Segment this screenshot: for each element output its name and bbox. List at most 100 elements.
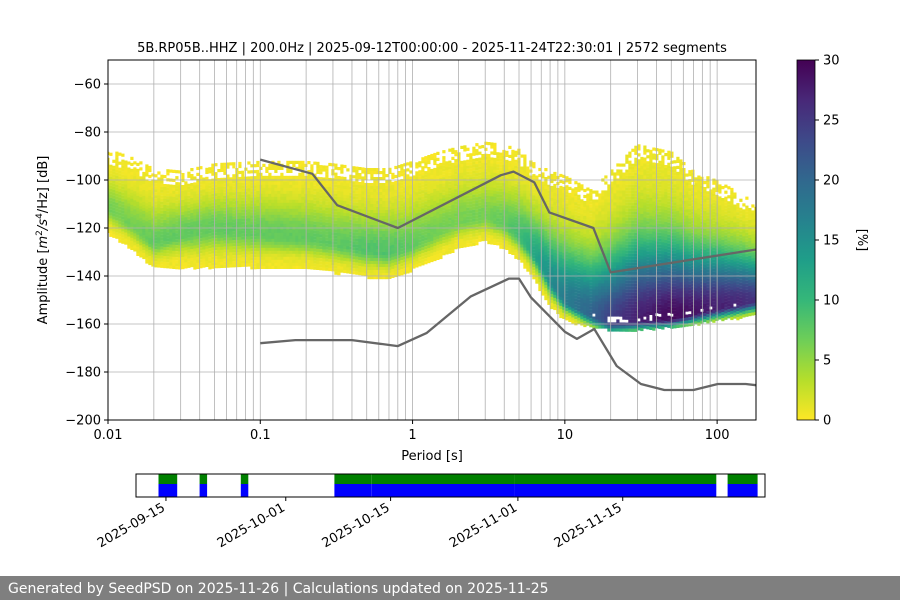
density-cell	[190, 198, 194, 202]
density-cell	[448, 196, 452, 200]
density-cell	[370, 183, 374, 187]
density-cell	[238, 260, 242, 265]
density-cell	[391, 244, 395, 248]
density-cell	[319, 216, 323, 220]
density-cell	[358, 257, 362, 261]
density-cell	[421, 244, 425, 248]
density-cell	[400, 215, 404, 219]
density-cell	[307, 194, 311, 198]
density-cell	[544, 177, 548, 181]
density-cell	[109, 182, 113, 186]
density-cell	[499, 221, 503, 225]
density-cell	[382, 270, 386, 274]
density-cell	[340, 227, 344, 231]
density-cell	[310, 239, 314, 243]
density-cell	[292, 253, 296, 257]
density-cell	[430, 231, 434, 236]
density-cell	[259, 262, 263, 266]
density-cell	[424, 198, 428, 202]
density-cell	[271, 193, 275, 197]
density-cell	[427, 194, 431, 198]
density-cell	[196, 238, 200, 242]
density-cell	[511, 230, 515, 234]
density-cell	[226, 177, 230, 181]
density-cell	[118, 239, 122, 243]
density-cell	[265, 214, 269, 218]
density-cell	[451, 192, 455, 196]
density-cell	[118, 230, 122, 234]
density-cell	[229, 240, 233, 244]
density-cell	[169, 202, 173, 206]
density-cell	[373, 234, 377, 238]
density-cell	[385, 180, 389, 184]
density-cell	[118, 152, 122, 156]
density-cell	[301, 256, 305, 260]
density-cell	[175, 176, 179, 180]
density-cell	[160, 207, 164, 211]
density-cell	[367, 273, 371, 277]
density-cell	[328, 240, 332, 245]
density-cell	[130, 237, 134, 241]
density-cell	[148, 240, 152, 245]
density-cell	[358, 236, 362, 240]
density-cell	[427, 215, 431, 219]
density-cell	[337, 227, 341, 231]
density-cell	[472, 194, 476, 198]
density-cell	[103, 191, 106, 194]
density-cell	[541, 286, 545, 290]
density-cell	[523, 184, 527, 188]
density-cell	[283, 181, 287, 185]
density-cell	[316, 167, 320, 171]
density-cell	[535, 208, 539, 212]
density-cell	[391, 259, 395, 263]
density-cell	[166, 238, 170, 242]
density-cell	[421, 229, 425, 233]
density-cell	[490, 205, 494, 209]
density-cell	[334, 271, 338, 275]
density-cell	[457, 215, 461, 219]
density-cell	[211, 256, 215, 260]
density-cell	[415, 204, 419, 208]
density-cell	[199, 229, 203, 233]
density-cell	[460, 229, 464, 233]
density-cell	[427, 203, 431, 207]
density-cell	[214, 181, 218, 185]
density-cell	[550, 290, 554, 295]
density-cell	[343, 188, 347, 193]
density-cell	[253, 176, 257, 180]
density-cell	[301, 202, 305, 206]
density-cell	[367, 192, 371, 196]
density-cell	[250, 236, 254, 240]
density-cell	[292, 187, 296, 191]
density-cell	[358, 224, 362, 228]
density-cell	[550, 233, 554, 238]
density-cell	[346, 222, 350, 226]
density-cell	[214, 205, 218, 209]
density-cell	[493, 196, 497, 200]
density-cell	[319, 225, 323, 229]
density-cell	[142, 234, 146, 239]
density-cell	[316, 161, 320, 165]
density-cell	[514, 150, 518, 154]
density-cell	[445, 161, 449, 165]
density-cell	[358, 221, 362, 225]
density-cell	[262, 247, 266, 251]
density-cell	[298, 172, 302, 176]
density-cell	[283, 235, 287, 239]
density-cell	[241, 260, 245, 264]
density-cell	[328, 189, 332, 194]
density-cell	[280, 244, 284, 248]
density-cell	[226, 228, 230, 232]
density-cell	[511, 224, 515, 228]
density-cell	[181, 197, 185, 201]
density-cell	[151, 179, 155, 183]
density-cell	[460, 232, 464, 236]
density-cell	[214, 202, 218, 206]
density-cell	[373, 195, 377, 199]
density-cell	[268, 217, 272, 221]
density-cell	[316, 224, 320, 228]
density-cell	[322, 213, 326, 217]
density-cell	[154, 210, 158, 214]
density-cell	[550, 254, 554, 259]
density-cell	[145, 191, 149, 195]
